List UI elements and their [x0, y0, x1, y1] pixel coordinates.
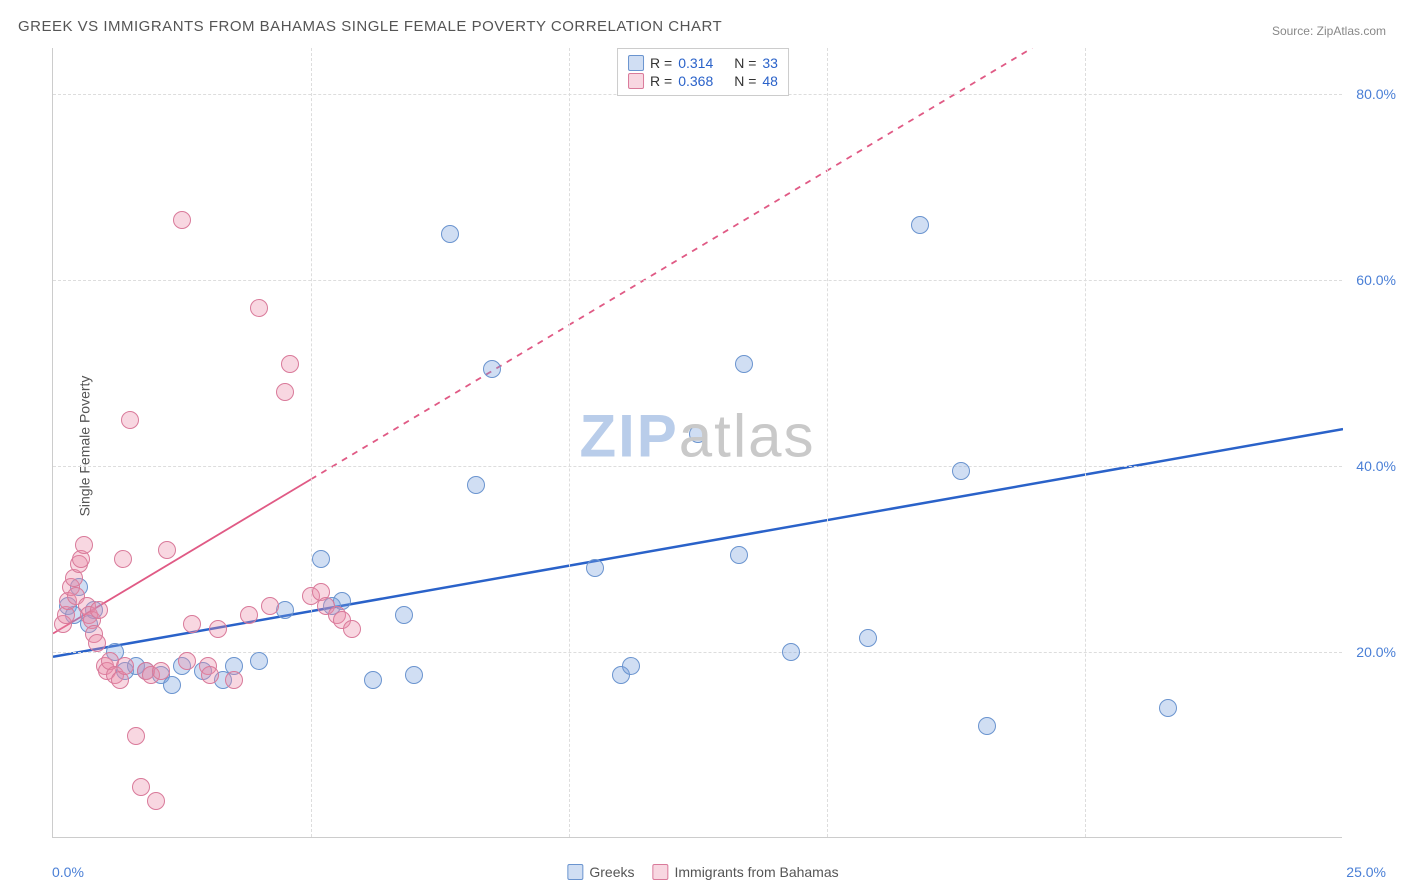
n-label: N = [734, 73, 756, 89]
data-point [116, 657, 134, 675]
data-point [225, 671, 243, 689]
data-point [261, 597, 279, 615]
data-point [158, 541, 176, 559]
chart-container: GREEK VS IMMIGRANTS FROM BAHAMAS SINGLE … [0, 0, 1406, 892]
data-point [1159, 699, 1177, 717]
data-point [405, 666, 423, 684]
y-tick-label: 40.0% [1356, 458, 1396, 474]
legend-stats: R = 0.314 N = 33 R = 0.368 N = 48 [617, 48, 789, 96]
data-point [90, 601, 108, 619]
data-point [152, 662, 170, 680]
data-point [622, 657, 640, 675]
legend-item: Immigrants from Bahamas [652, 864, 838, 880]
y-tick-label: 60.0% [1356, 272, 1396, 288]
swatch-series-0 [628, 55, 644, 71]
chart-title: GREEK VS IMMIGRANTS FROM BAHAMAS SINGLE … [18, 18, 722, 35]
data-point [467, 476, 485, 494]
legend-stats-row: R = 0.368 N = 48 [628, 73, 778, 89]
plot-area: ZIPatlas [52, 48, 1342, 838]
r-label: R = [650, 73, 672, 89]
data-point [730, 546, 748, 564]
trend-line [311, 48, 1032, 479]
n-label: N = [734, 55, 756, 71]
data-point [364, 671, 382, 689]
data-point [75, 536, 93, 554]
r-label: R = [650, 55, 672, 71]
y-tick-label: 20.0% [1356, 644, 1396, 660]
data-point [147, 792, 165, 810]
data-point [586, 559, 604, 577]
data-point [441, 225, 459, 243]
data-point [689, 425, 707, 443]
data-point [782, 643, 800, 661]
gridline-vertical [827, 48, 828, 837]
gridline-horizontal [53, 466, 1342, 467]
data-point [173, 211, 191, 229]
data-point [735, 355, 753, 373]
data-point [250, 652, 268, 670]
data-point [209, 620, 227, 638]
r-value-1: 0.368 [678, 73, 728, 89]
watermark-zip: ZIP [579, 402, 678, 469]
legend-item: Greeks [567, 864, 634, 880]
data-point [240, 606, 258, 624]
data-point [952, 462, 970, 480]
data-point [178, 652, 196, 670]
gridline-horizontal [53, 652, 1342, 653]
data-point [312, 550, 330, 568]
data-point [250, 299, 268, 317]
data-point [127, 727, 145, 745]
swatch-series-1 [652, 864, 668, 880]
gridline-vertical [1085, 48, 1086, 837]
swatch-series-0 [567, 864, 583, 880]
data-point [276, 383, 294, 401]
data-point [978, 717, 996, 735]
swatch-series-1 [628, 73, 644, 89]
data-point [183, 615, 201, 633]
gridline-vertical [311, 48, 312, 837]
data-point [343, 620, 361, 638]
legend-series: Greeks Immigrants from Bahamas [567, 864, 838, 880]
data-point [276, 601, 294, 619]
data-point [201, 666, 219, 684]
gridline-horizontal [53, 280, 1342, 281]
legend-stats-row: R = 0.314 N = 33 [628, 55, 778, 71]
legend-label-0: Greeks [589, 864, 634, 880]
n-value-1: 48 [762, 73, 778, 89]
data-point [483, 360, 501, 378]
n-value-0: 33 [762, 55, 778, 71]
gridline-vertical [569, 48, 570, 837]
data-point [395, 606, 413, 624]
y-tick-label: 80.0% [1356, 86, 1396, 102]
trendlines-layer [53, 48, 1343, 838]
x-tick-min: 0.0% [52, 864, 84, 880]
data-point [132, 778, 150, 796]
source-label: Source: ZipAtlas.com [1272, 24, 1386, 38]
data-point [114, 550, 132, 568]
data-point [911, 216, 929, 234]
data-point [88, 634, 106, 652]
x-tick-max: 25.0% [1346, 864, 1386, 880]
data-point [859, 629, 877, 647]
data-point [281, 355, 299, 373]
data-point [121, 411, 139, 429]
legend-label-1: Immigrants from Bahamas [674, 864, 838, 880]
r-value-0: 0.314 [678, 55, 728, 71]
